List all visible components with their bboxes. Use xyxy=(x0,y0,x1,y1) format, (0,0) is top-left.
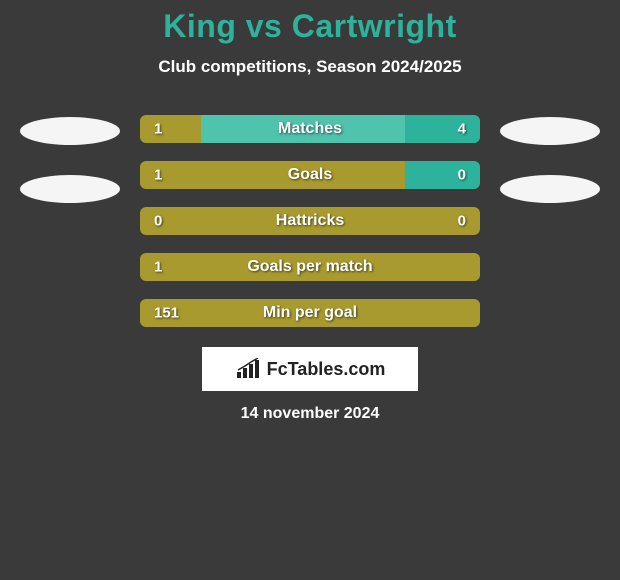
chart-icon xyxy=(235,358,263,380)
stat-left-value: 1 xyxy=(154,167,162,184)
player-avatar-placeholder xyxy=(20,175,120,203)
stat-label: Goals xyxy=(288,166,332,184)
date-label: 14 november 2024 xyxy=(0,405,620,423)
main-container: King vs Cartwright Club competitions, Se… xyxy=(0,0,620,423)
comparison-bars: 1 4 Matches 1 0 Goals 0 0 Hattricks 1 Goals per ma… xyxy=(140,115,480,327)
stat-label: Matches xyxy=(278,120,342,138)
stat-bar-row: 151 Min per goal xyxy=(140,299,480,327)
page-title: King vs Cartwright xyxy=(0,8,620,45)
subtitle: Club competitions, Season 2024/2025 xyxy=(0,57,620,77)
stat-label: Hattricks xyxy=(276,212,344,230)
stat-bar-left-fill xyxy=(140,161,405,189)
stat-bar-row: 1 0 Goals xyxy=(140,161,480,189)
stat-label: Min per goal xyxy=(263,304,357,322)
stat-left-value: 1 xyxy=(154,121,162,138)
left-avatar-column xyxy=(20,115,120,203)
stat-right-value: 0 xyxy=(458,167,466,184)
stat-label: Goals per match xyxy=(247,258,372,276)
logo-text: FcTables.com xyxy=(267,359,386,380)
stat-left-value: 0 xyxy=(154,213,162,230)
player-avatar-placeholder xyxy=(20,117,120,145)
stats-area: 1 4 Matches 1 0 Goals 0 0 Hattricks 1 Goals per ma… xyxy=(0,115,620,327)
stat-bar-row: 1 4 Matches xyxy=(140,115,480,143)
stat-bar-left-fill xyxy=(140,115,201,143)
player-avatar-placeholder xyxy=(500,175,600,203)
stat-right-value: 0 xyxy=(458,213,466,230)
stat-left-value: 1 xyxy=(154,259,162,276)
logo-inner: FcTables.com xyxy=(235,358,386,380)
stat-bar-row: 0 0 Hattricks xyxy=(140,207,480,235)
right-avatar-column xyxy=(500,115,600,203)
stat-right-value: 4 xyxy=(458,121,466,138)
stat-bar-right-fill xyxy=(405,161,480,189)
stat-bar-right-fill xyxy=(405,115,480,143)
stat-bar-row: 1 Goals per match xyxy=(140,253,480,281)
player-avatar-placeholder xyxy=(500,117,600,145)
stat-left-value: 151 xyxy=(154,305,179,322)
logo-box[interactable]: FcTables.com xyxy=(202,347,418,391)
